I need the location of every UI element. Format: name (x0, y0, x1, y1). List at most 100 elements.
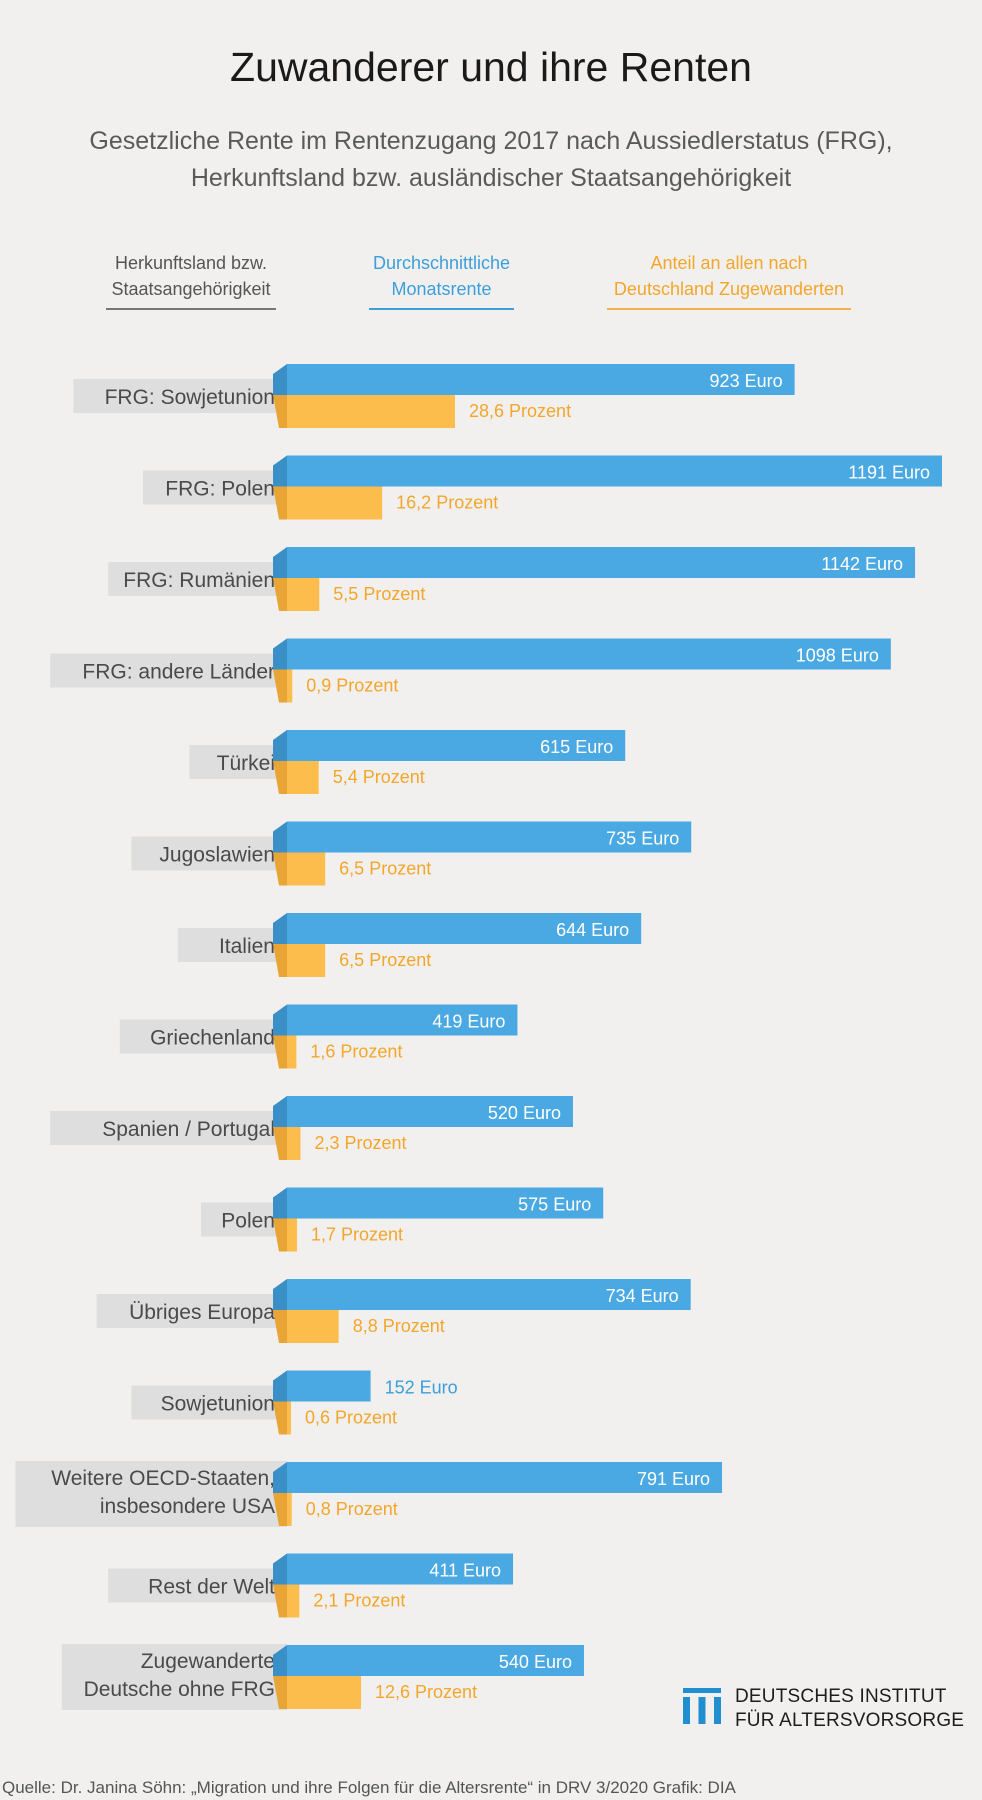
category-label: FRG: andere Länder (82, 661, 275, 684)
rent-value-label: 1098 Euro (796, 646, 879, 666)
rent-bar (287, 1370, 371, 1402)
share-bar-bevel (273, 486, 287, 520)
category-label-box (96, 1294, 287, 1328)
source-note: Quelle: Dr. Janina Söhn: „Migration und … (2, 1778, 736, 1797)
share-bar-bevel (273, 1676, 287, 1709)
rent-bar-bevel (273, 1004, 287, 1036)
rent-bar (287, 638, 891, 670)
rent-bar (287, 1462, 723, 1493)
rent-bar (287, 1553, 514, 1585)
chart-subtitle: Gesetzliche Rente im Rentenzugang 2017 n… (40, 123, 942, 197)
category-label-box (201, 1202, 287, 1237)
rent-value-label: 411 Euro (429, 1561, 501, 1581)
share-bar (287, 1127, 301, 1160)
category-label-box (73, 379, 288, 413)
share-bar-bevel (273, 852, 287, 886)
share-bar-bevel (273, 1401, 287, 1435)
share-bar (287, 944, 326, 977)
share-bar (287, 486, 383, 520)
rent-value-label: 791 Euro (637, 1469, 710, 1489)
category-label: Italien (219, 935, 275, 958)
category-label: Übriges Europa (129, 1301, 275, 1324)
category-label-box (189, 745, 287, 779)
share-bar (287, 578, 320, 611)
share-bar (287, 1676, 362, 1709)
category-label: insbesondere USA (100, 1495, 275, 1518)
column-header-country-line-1: Herkunftsland bzw. (114, 253, 268, 273)
share-bar (287, 1035, 297, 1069)
rent-value-label: 520 Euro (488, 1103, 561, 1123)
category-label-box (61, 1644, 287, 1710)
dia-logo: DEUTSCHES INSTITUT FÜR ALTERSVORSORGE (683, 1684, 964, 1731)
category-label: Zugewanderte (141, 1650, 275, 1673)
share-value-label: 6,5 Prozent (339, 950, 431, 970)
share-bar (287, 1401, 291, 1435)
category-label: FRG: Rumänien (123, 569, 275, 592)
rent-bar (287, 821, 692, 853)
subtitle-line-1: Gesetzliche Rente im Rentenzugang 2017 n… (89, 127, 893, 155)
rent-bar (287, 547, 916, 578)
rent-bar (287, 913, 642, 944)
share-bar-bevel (273, 669, 287, 703)
share-value-label: 0,8 Prozent (306, 1499, 398, 1519)
share-value-label: 1,7 Prozent (311, 1225, 403, 1245)
rent-bar-bevel (273, 1370, 287, 1402)
rent-bar-bevel (273, 730, 287, 761)
share-bar-bevel (273, 1127, 287, 1160)
rent-bar-bevel (273, 455, 287, 487)
category-label-box (143, 470, 287, 505)
share-value-label: 2,1 Prozent (313, 1591, 405, 1611)
column-header-rent: Durchschnittliche Monatsrente (369, 250, 514, 310)
rent-bar-bevel (273, 547, 287, 578)
column-header-rent-line-2: Monatsrente (391, 279, 492, 299)
category-label: Jugoslawien (159, 844, 275, 867)
category-label-box (177, 928, 287, 962)
share-value-label: 0,9 Prozent (306, 676, 398, 696)
rent-bar (287, 455, 942, 487)
rent-value-label: 1142 Euro (821, 554, 903, 574)
share-value-label: 5,5 Prozent (333, 584, 425, 604)
category-label-box (108, 1568, 287, 1603)
share-bar-bevel (273, 1035, 287, 1069)
share-bar-bevel (273, 944, 287, 977)
category-label: FRG: Polen (165, 478, 275, 501)
rent-bar (287, 1096, 573, 1127)
category-label: Türkei (217, 752, 275, 775)
category-label: Deutsche ohne FRG (84, 1678, 275, 1701)
rent-bar-bevel (273, 1462, 287, 1493)
rent-bar (287, 364, 795, 395)
category-label-box (131, 836, 287, 871)
column-header-share-line-2: Deutschland Zugewanderten (613, 279, 845, 299)
category-label: Weitere OECD-Staaten, (51, 1467, 275, 1490)
category-label: FRG: Sowjetunion (105, 386, 275, 409)
share-value-label: 16,2 Prozent (396, 493, 498, 513)
dia-logo-icon (683, 1688, 721, 1724)
logo-text-line-2: FÜR ALTERSVORSORGE (735, 1710, 965, 1731)
chart-title: Zuwanderer und ihre Renten (230, 44, 752, 90)
column-header-rent-line-1: Durchschnittliche (372, 253, 511, 273)
share-bar (287, 669, 293, 703)
category-label-box (119, 1019, 287, 1054)
rent-bar-bevel (273, 913, 287, 944)
category-label: Sowjetunion (161, 1393, 275, 1416)
rent-bar (287, 1645, 584, 1676)
share-value-label: 8,8 Prozent (353, 1316, 445, 1336)
share-bar-bevel (273, 1310, 287, 1343)
share-value-label: 5,4 Prozent (333, 767, 425, 787)
rent-value-label: 575 Euro (518, 1195, 591, 1215)
rent-value-label: 152 Euro (385, 1378, 458, 1398)
subtitle-line-2: Herkunftsland bzw. ausländischer Staatsa… (190, 164, 792, 192)
category-label-box (50, 1111, 288, 1145)
category-label-box (131, 1385, 287, 1420)
rent-bar (287, 1279, 691, 1310)
share-bar-bevel (273, 1493, 287, 1526)
share-bar-bevel (273, 395, 287, 428)
rent-value-label: 1191 Euro (848, 463, 930, 483)
share-value-label: 28,6 Prozent (469, 401, 571, 421)
column-header-country: Herkunftsland bzw. Staatsangehörigkeit (106, 250, 276, 310)
rent-bar-bevel (273, 638, 287, 670)
column-header-country-line-2: Staatsangehörigkeit (111, 279, 271, 299)
share-value-label: 2,3 Prozent (315, 1133, 407, 1153)
category-label: Rest der Welt (148, 1576, 275, 1599)
share-bar-bevel (273, 761, 287, 794)
